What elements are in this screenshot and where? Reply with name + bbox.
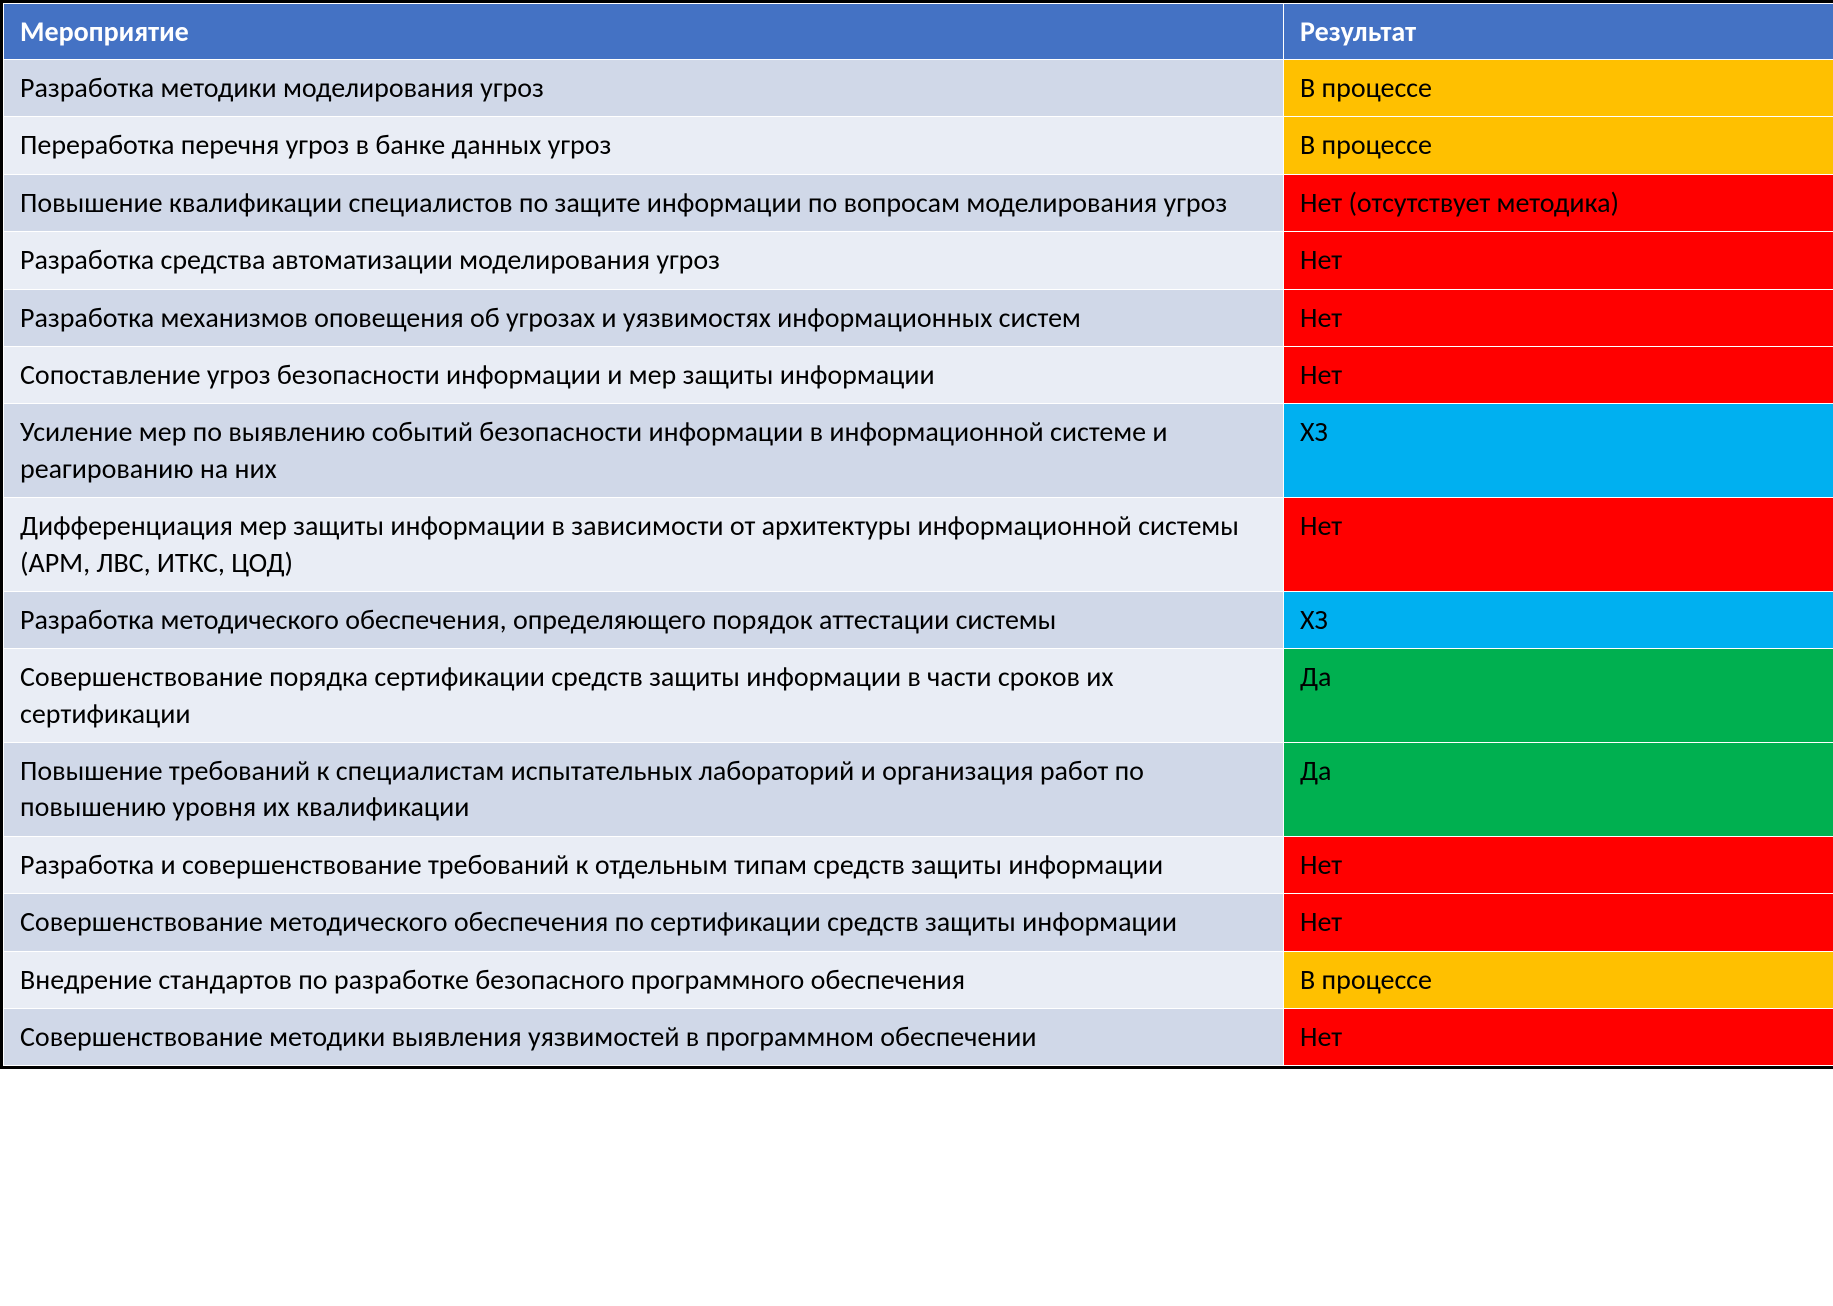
result-cell: Нет xyxy=(1284,289,1833,346)
activity-cell: Внедрение стандартов по разработке безоп… xyxy=(4,951,1284,1008)
result-cell: ХЗ xyxy=(1284,591,1833,648)
result-cell: Нет xyxy=(1284,346,1833,403)
result-cell: Нет (отсутствует методика) xyxy=(1284,174,1833,231)
table-row: Разработка средства автоматизации модели… xyxy=(4,232,1833,289)
table-row: Повышение требований к специалистам испы… xyxy=(4,743,1833,837)
table-row: Разработка механизмов оповещения об угро… xyxy=(4,289,1833,346)
activity-cell: Усиление мер по выявлению событий безопа… xyxy=(4,404,1284,498)
status-table: Мероприятие Результат Разработка методик… xyxy=(3,3,1833,1066)
activity-cell: Разработка и совершенствование требовани… xyxy=(4,836,1284,893)
result-cell: Нет xyxy=(1284,1009,1833,1066)
activity-cell: Совершенствование методики выявления уяз… xyxy=(4,1009,1284,1066)
table-header-row: Мероприятие Результат xyxy=(4,4,1833,60)
result-cell: Нет xyxy=(1284,894,1833,951)
result-cell: В процессе xyxy=(1284,60,1833,117)
activity-cell: Дифференциация мер защиты информации в з… xyxy=(4,498,1284,592)
activity-cell: Повышение квалификации специалистов по з… xyxy=(4,174,1284,231)
table-row: Переработка перечня угроз в банке данных… xyxy=(4,117,1833,174)
activity-cell: Повышение требований к специалистам испы… xyxy=(4,743,1284,837)
activity-cell: Разработка средства автоматизации модели… xyxy=(4,232,1284,289)
result-cell: В процессе xyxy=(1284,117,1833,174)
table-row: Разработка методики моделирования угрозВ… xyxy=(4,60,1833,117)
table-row: Совершенствование методического обеспече… xyxy=(4,894,1833,951)
activity-cell: Совершенствование методического обеспече… xyxy=(4,894,1284,951)
table-row: Повышение квалификации специалистов по з… xyxy=(4,174,1833,231)
column-header-activity: Мероприятие xyxy=(4,4,1284,60)
table-row: Усиление мер по выявлению событий безопа… xyxy=(4,404,1833,498)
result-cell: Нет xyxy=(1284,836,1833,893)
status-table-container: Мероприятие Результат Разработка методик… xyxy=(0,0,1833,1069)
activity-cell: Переработка перечня угроз в банке данных… xyxy=(4,117,1284,174)
activity-cell: Разработка методического обеспечения, оп… xyxy=(4,591,1284,648)
activity-cell: Совершенствование порядка сертификации с… xyxy=(4,649,1284,743)
table-row: Совершенствование порядка сертификации с… xyxy=(4,649,1833,743)
table-row: Внедрение стандартов по разработке безоп… xyxy=(4,951,1833,1008)
activity-cell: Сопоставление угроз безопасности информа… xyxy=(4,346,1284,403)
activity-cell: Разработка методики моделирования угроз xyxy=(4,60,1284,117)
column-header-result: Результат xyxy=(1284,4,1833,60)
activity-cell: Разработка механизмов оповещения об угро… xyxy=(4,289,1284,346)
table-row: Дифференциация мер защиты информации в з… xyxy=(4,498,1833,592)
result-cell: Да xyxy=(1284,743,1833,837)
table-row: Разработка методического обеспечения, оп… xyxy=(4,591,1833,648)
result-cell: Нет xyxy=(1284,232,1833,289)
result-cell: Да xyxy=(1284,649,1833,743)
result-cell: В процессе xyxy=(1284,951,1833,1008)
table-row: Совершенствование методики выявления уяз… xyxy=(4,1009,1833,1066)
table-row: Сопоставление угроз безопасности информа… xyxy=(4,346,1833,403)
result-cell: Нет xyxy=(1284,498,1833,592)
table-row: Разработка и совершенствование требовани… xyxy=(4,836,1833,893)
table-body: Разработка методики моделирования угрозВ… xyxy=(4,60,1833,1066)
result-cell: ХЗ xyxy=(1284,404,1833,498)
